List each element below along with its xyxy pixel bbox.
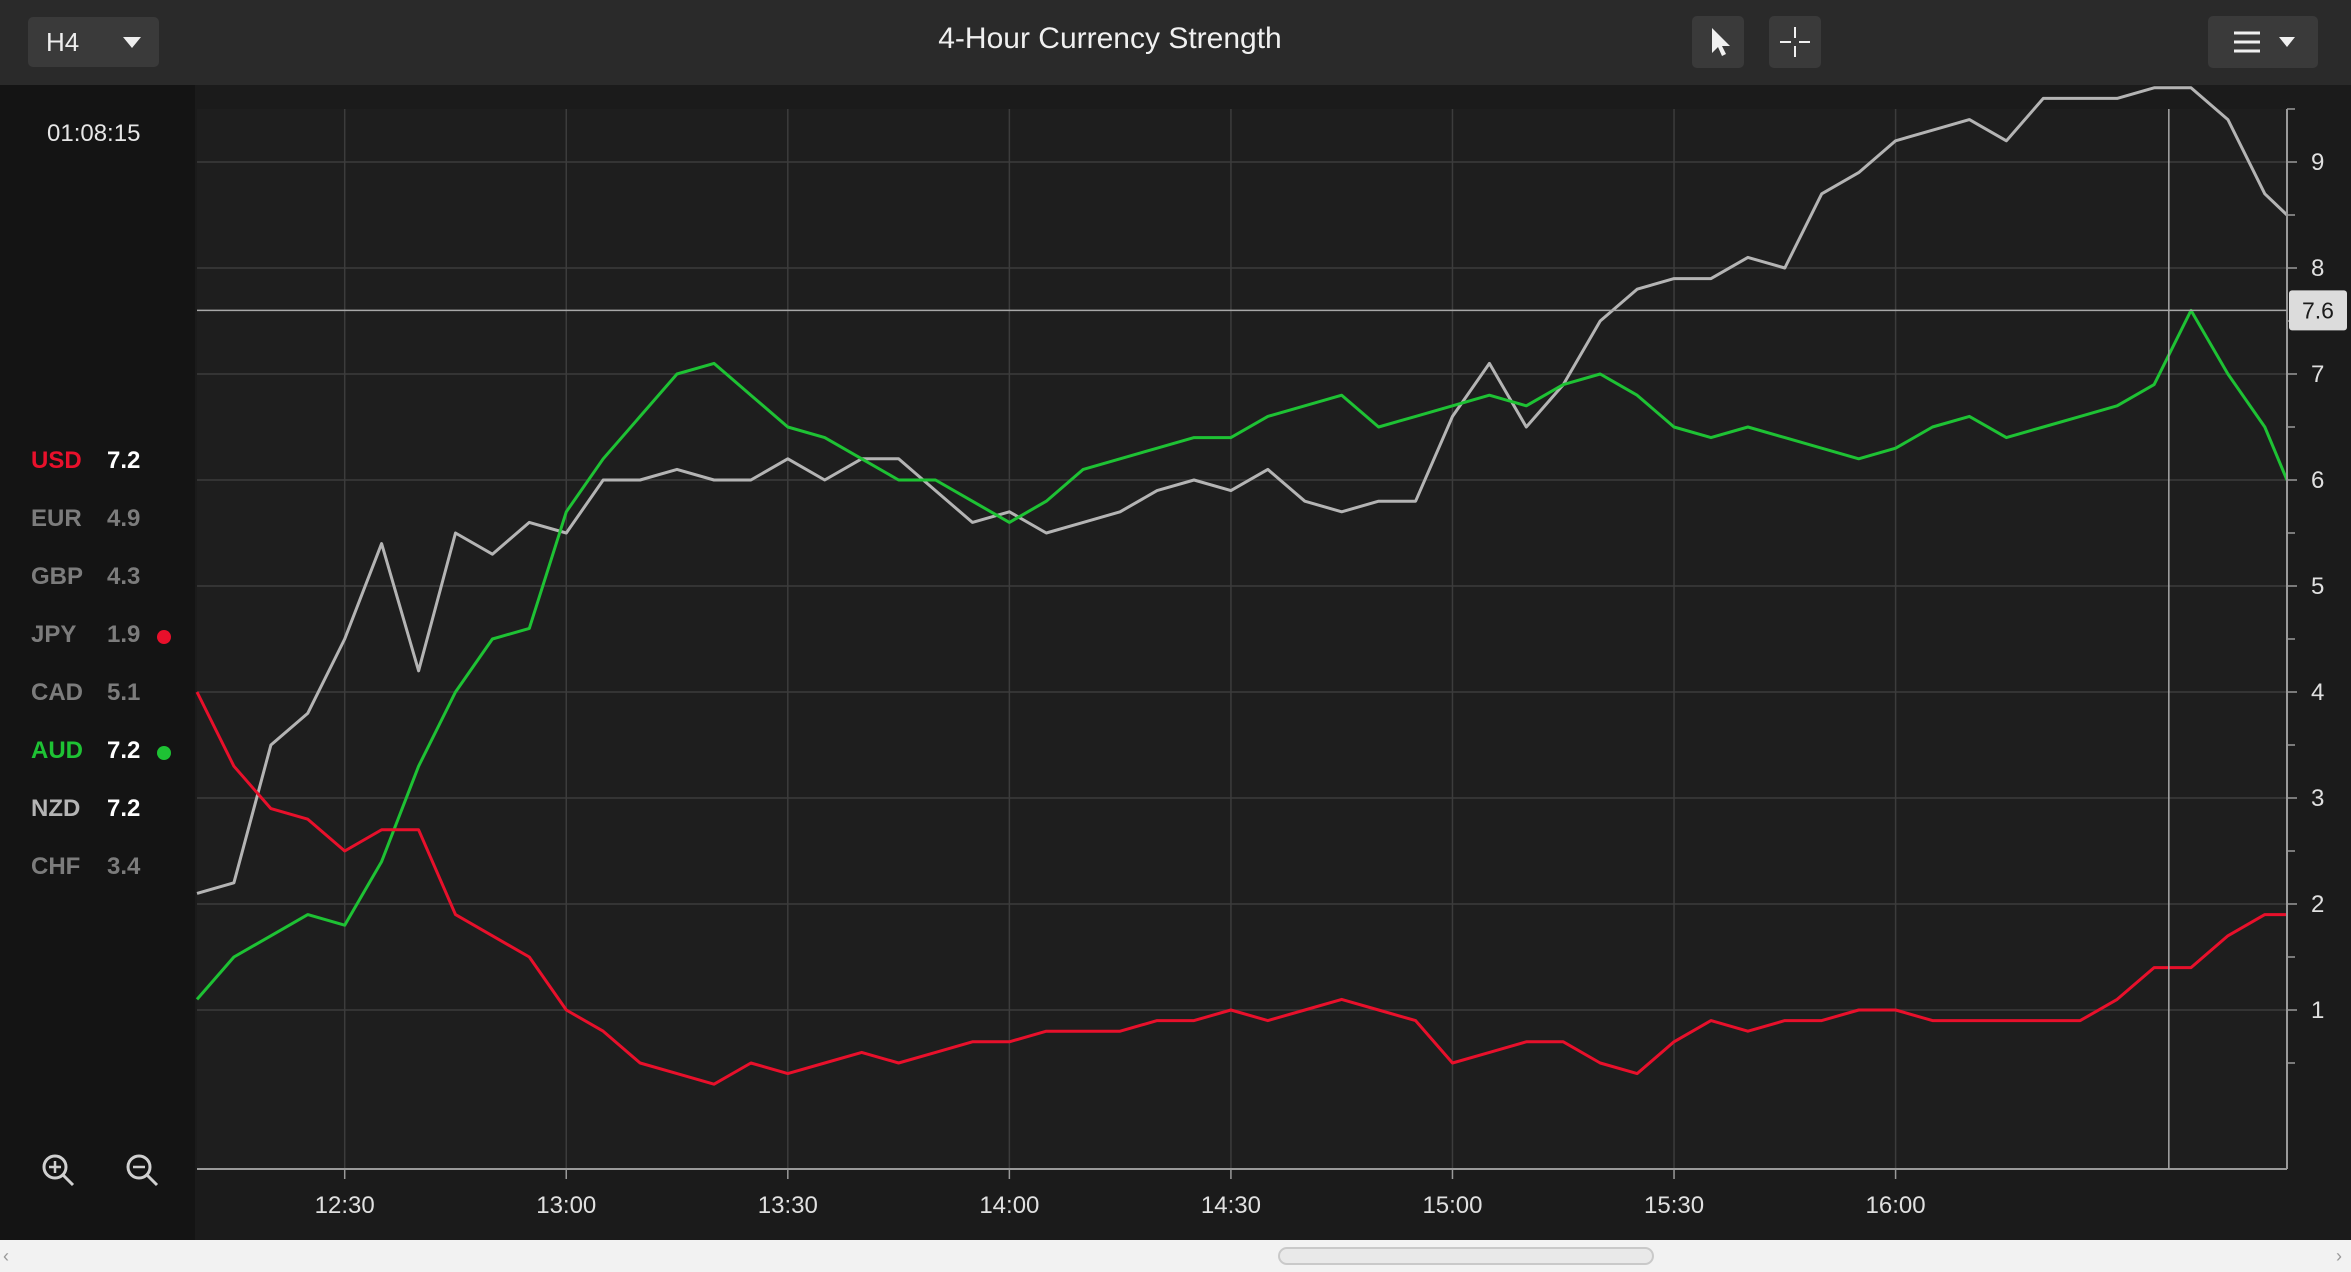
crosshair-tool-button[interactable] bbox=[1769, 16, 1821, 68]
zoom-in-icon[interactable] bbox=[40, 1152, 76, 1188]
crosshair-icon bbox=[1780, 27, 1810, 57]
currency-value: 7.2 bbox=[107, 447, 141, 474]
currency-value: 4.9 bbox=[107, 505, 141, 532]
grid-lines bbox=[197, 109, 2287, 1169]
timeframe-dropdown[interactable]: H4 bbox=[28, 17, 159, 67]
x-tick-label: 14:00 bbox=[979, 1192, 1039, 1219]
x-tick-label: 16:00 bbox=[1866, 1192, 1926, 1219]
crosshair-y-label: 7.6 bbox=[2302, 297, 2334, 323]
chart-title: 4-Hour Currency Strength bbox=[938, 22, 1282, 55]
currency-code: CAD bbox=[31, 679, 83, 706]
y-tick-label: 1 bbox=[2311, 997, 2324, 1024]
currency-code: GBP bbox=[31, 563, 84, 590]
x-tick-label: 14:30 bbox=[1201, 1192, 1261, 1219]
currency-code: JPY bbox=[31, 621, 77, 648]
x-tick-label: 15:00 bbox=[1422, 1192, 1482, 1219]
currency-value: 3.4 bbox=[107, 853, 141, 880]
hamburger-menu-icon bbox=[2234, 31, 2295, 53]
horizontal-scrollbar[interactable]: ‹ › bbox=[0, 1240, 2351, 1272]
y-tick-label: 2 bbox=[2311, 891, 2324, 918]
currency-row-cad[interactable]: CAD 5.1 bbox=[31, 679, 181, 709]
cursor-arrow-icon bbox=[1712, 28, 1730, 56]
currency-value: 1.9 bbox=[107, 621, 141, 648]
selected-dot-icon bbox=[157, 630, 171, 644]
toolbar: H4 4-Hour Currency Strength bbox=[0, 0, 2351, 85]
timeframe-value: H4 bbox=[46, 26, 80, 57]
y-tick-label: 3 bbox=[2311, 785, 2324, 812]
chevron-down-icon bbox=[2279, 37, 2295, 47]
strength-chart[interactable]: 12:30 13:00 13:30 14:00 14:30 15:00 15:30 16:00… bbox=[0, 85, 2351, 1240]
y-tick-label: 9 bbox=[2311, 149, 2324, 176]
series-line-0 bbox=[196, 86, 2289, 895]
series-line-2 bbox=[195, 691, 2287, 1086]
currency-code: AUD bbox=[31, 737, 83, 764]
currency-row-aud[interactable]: AUD 7.2 bbox=[31, 737, 181, 767]
y-tick-label: 7 bbox=[2311, 361, 2324, 388]
y-tick-label: 8 bbox=[2311, 255, 2324, 282]
x-tick-label: 13:00 bbox=[536, 1192, 596, 1219]
series-line-1 bbox=[195, 308, 2289, 1001]
series-lines bbox=[195, 86, 2289, 1086]
currency-row-gbp[interactable]: GBP 4.3 bbox=[31, 563, 181, 593]
currency-row-nzd[interactable]: NZD 7.2 bbox=[31, 795, 181, 825]
countdown-clock: 01:08:15 bbox=[47, 120, 141, 147]
x-tick-label: 13:30 bbox=[758, 1192, 818, 1219]
plot-area bbox=[197, 109, 2287, 1169]
x-tick-label: 12:30 bbox=[315, 1192, 375, 1219]
pointer-tool-button[interactable] bbox=[1692, 16, 1744, 68]
currency-row-usd[interactable]: USD 7.2 bbox=[31, 447, 181, 477]
currency-code: CHF bbox=[31, 853, 81, 880]
currency-value: 7.2 bbox=[107, 795, 141, 822]
axes: 12:30 13:00 13:30 14:00 14:30 15:00 15:30 16:00… bbox=[197, 108, 2324, 1219]
crosshair: 7.618 Sep 16:37 bbox=[197, 109, 2347, 1169]
scroll-thumb[interactable] bbox=[1278, 1247, 1654, 1265]
selected-dot-icon bbox=[157, 746, 171, 760]
y-tick-label: 5 bbox=[2311, 573, 2324, 600]
crosshair-y-label-box bbox=[2289, 290, 2347, 331]
scroll-left-icon[interactable]: ‹ bbox=[3, 1246, 9, 1266]
menu-button[interactable] bbox=[2208, 16, 2318, 68]
currency-code: USD bbox=[31, 447, 82, 474]
chevron-down-icon bbox=[123, 37, 141, 48]
currency-row-jpy[interactable]: JPY 1.9 bbox=[31, 621, 181, 651]
currency-value: 4.3 bbox=[107, 563, 141, 590]
y-tick-label: 6 bbox=[2311, 467, 2324, 494]
currency-row-eur[interactable]: EUR 4.9 bbox=[31, 505, 181, 535]
y-tick-label: 4 bbox=[2311, 679, 2324, 706]
x-tick-label: 15:30 bbox=[1644, 1192, 1704, 1219]
currency-code: EUR bbox=[31, 505, 82, 532]
zoom-out-icon[interactable] bbox=[124, 1152, 160, 1188]
currency-row-chf[interactable]: CHF 3.4 bbox=[31, 853, 181, 883]
scroll-right-icon[interactable]: › bbox=[2336, 1246, 2342, 1266]
currency-value: 5.1 bbox=[107, 679, 141, 706]
currency-value: 7.2 bbox=[107, 737, 141, 764]
currency-sidebar bbox=[0, 85, 195, 1240]
currency-code: NZD bbox=[31, 795, 81, 822]
